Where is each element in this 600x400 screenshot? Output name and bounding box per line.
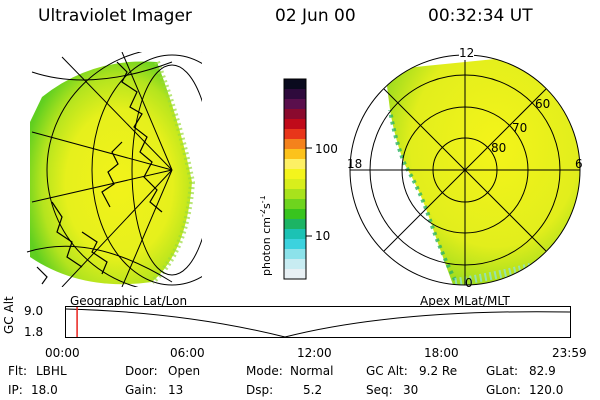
gain-value: 13 <box>168 383 184 397</box>
colorbar-stripe <box>284 259 306 270</box>
colorbar-label: photon cm-2s-1 <box>260 195 273 276</box>
colorbar-stripe <box>284 189 306 200</box>
gcalt-label: GC Alt: <box>366 364 408 378</box>
dsp-value: 5.2 <box>303 383 323 397</box>
polar-caption: Apex MLat/MLT <box>420 294 510 308</box>
geo-grid-lines <box>26 52 202 287</box>
geographic-image-panel <box>26 52 202 287</box>
colorbar-tick-label-100: 100 <box>315 142 338 156</box>
colorbar-stripes <box>284 79 306 280</box>
dsp-label: Dsp: <box>246 383 274 397</box>
colorbar-stripe <box>284 229 306 240</box>
geo-emission-edge <box>150 60 196 285</box>
colorbar-stripe <box>284 159 306 170</box>
timeline-y-tick-high: 9.0 <box>24 304 44 318</box>
colorbar-stripe <box>284 199 306 210</box>
colorbar-stripe <box>284 129 306 140</box>
door-label: Door: <box>125 364 158 378</box>
mlt-label-left: 18 <box>347 157 363 171</box>
timeline-x-tick-0600: 06:00 <box>170 346 205 360</box>
colorbar-stripe <box>284 169 306 180</box>
colorbar: photon cm-2s-1 <box>260 78 312 280</box>
gain-label: Gain: <box>125 383 157 397</box>
gcalt-value: 9.2 Re <box>419 364 458 378</box>
lat-label-70: 70 <box>512 121 528 135</box>
geo-coastlines <box>36 61 163 285</box>
colorbar-stripe <box>284 219 306 230</box>
colorbar-frame <box>283 78 307 280</box>
timeline-x-tick-1200: 12:00 <box>297 346 332 360</box>
seq-label: Seq: <box>366 383 393 397</box>
ip-value: 18.0 <box>31 383 58 397</box>
timeline-y-tick-low: 1.8 <box>24 325 44 339</box>
flt-value: LBHL <box>36 364 67 378</box>
door-value: Open <box>168 364 201 378</box>
mode-label: Mode: <box>246 364 283 378</box>
colorbar-stripe <box>284 269 306 280</box>
colorbar-stripe <box>284 209 306 220</box>
geo-caption: Geographic Lat/Lon <box>70 294 188 308</box>
glon-value: 120.0 <box>529 383 564 397</box>
lat-label-60: 60 <box>535 97 551 111</box>
colorbar-stripe <box>284 79 306 90</box>
colorbar-tick-label-10: 10 <box>315 229 331 243</box>
timeline-x-tick-0000: 00:00 <box>45 346 80 360</box>
colorbar-stripe <box>284 119 306 130</box>
lat-label-80: 80 <box>491 141 507 155</box>
geo-emission-region <box>30 61 192 285</box>
polar-emission-edge <box>388 109 457 281</box>
glat-value: 82.9 <box>529 364 556 378</box>
instrument-title: Ultraviolet Imager <box>38 6 192 26</box>
gc-alt-curve <box>65 308 571 338</box>
ip-label: IP: <box>8 383 23 397</box>
seq-value: 30 <box>403 383 419 397</box>
time-label: 00:32:34 UT <box>428 6 533 26</box>
colorbar-stripe <box>284 139 306 150</box>
timeline-frame <box>65 306 571 338</box>
colorbar-stripe <box>284 239 306 250</box>
mode-value: Normal <box>290 364 334 378</box>
glon-label: GLon: <box>486 383 521 397</box>
polar-grid <box>349 54 581 286</box>
mlt-label-top: 12 <box>459 46 475 60</box>
colorbar-stripe <box>284 89 306 100</box>
mlt-label-right: 6 <box>575 157 583 171</box>
colorbar-stripe <box>284 109 306 120</box>
date-label: 02 Jun 00 <box>275 6 356 26</box>
timeline-x-tick-1800: 18:00 <box>424 346 459 360</box>
polar-image-panel <box>349 54 581 286</box>
colorbar-stripe <box>284 249 306 260</box>
timeline-axis-label: GC Alt <box>2 296 16 334</box>
timeline-plot <box>65 306 571 338</box>
flt-label: Flt: <box>8 364 27 378</box>
colorbar-stripe <box>284 179 306 190</box>
colorbar-stripe <box>284 99 306 110</box>
colorbar-stripe <box>284 149 306 160</box>
mlt-label-bottom: 0 <box>465 276 473 290</box>
glat-label: GLat: <box>486 364 519 378</box>
timeline-x-tick-2359: 23:59 <box>552 346 587 360</box>
